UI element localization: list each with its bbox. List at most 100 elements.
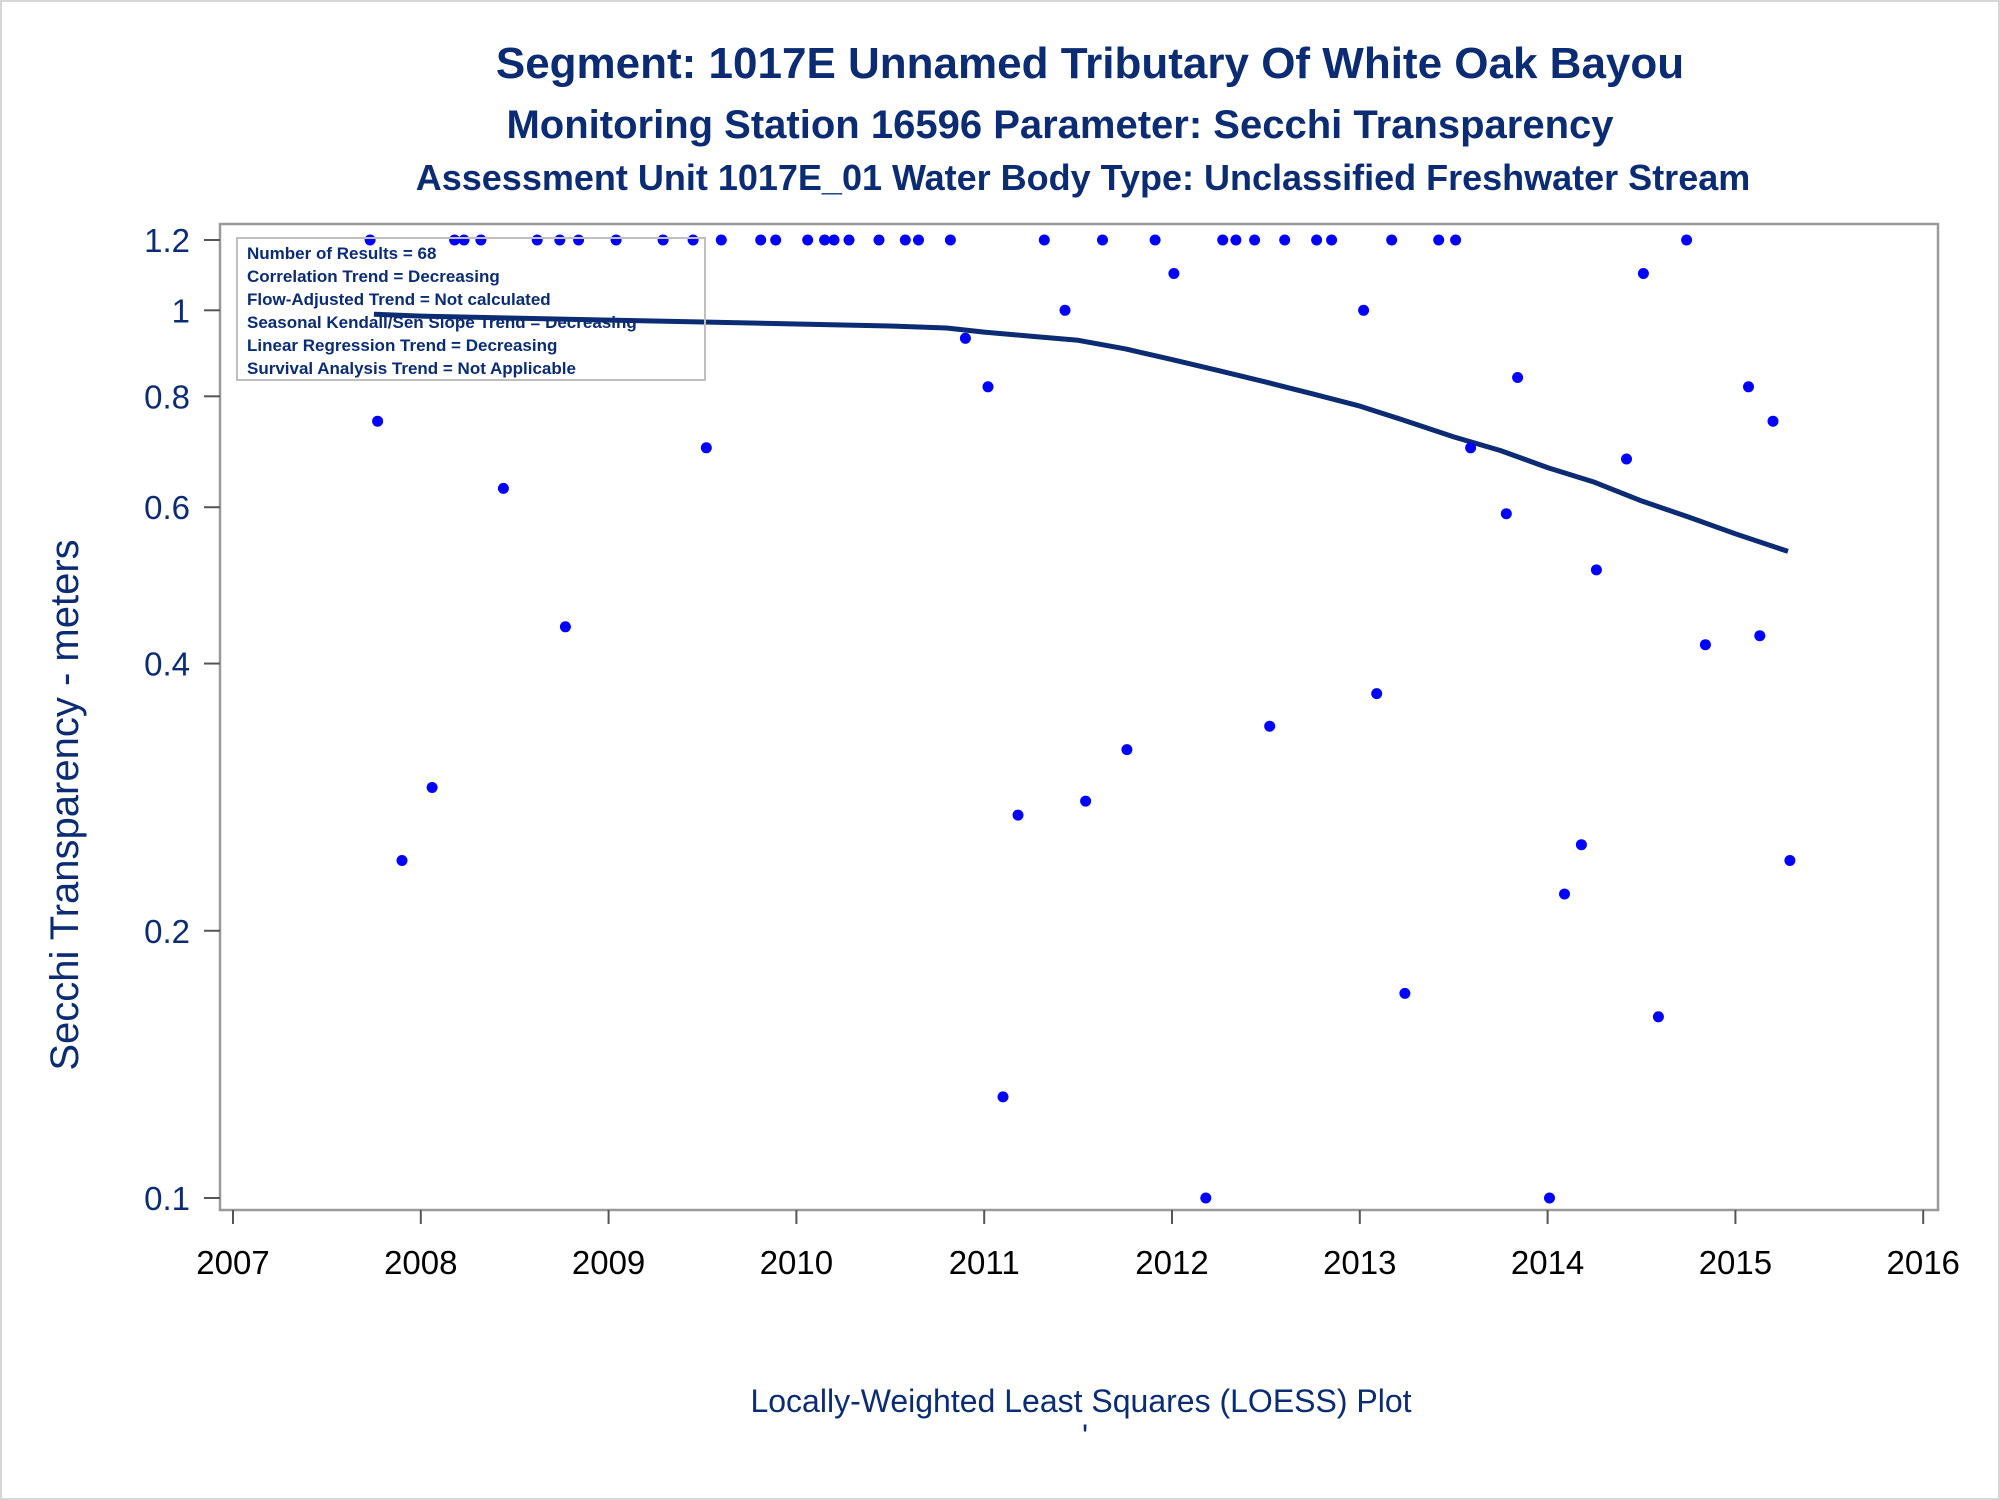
x-tick-label: 2010 xyxy=(760,1244,833,1281)
data-point xyxy=(1311,234,1323,246)
y-axis-label: Secchi Transparency - meters xyxy=(43,539,87,1070)
footnote-mark: ' xyxy=(1082,1418,1088,1454)
data-point xyxy=(959,332,971,344)
y-tick-label: 1.2 xyxy=(144,222,190,259)
data-point xyxy=(770,234,782,246)
data-point xyxy=(497,482,509,494)
data-point xyxy=(944,234,956,246)
data-point xyxy=(715,234,727,246)
data-point xyxy=(899,234,911,246)
x-tick-label: 2012 xyxy=(1135,1244,1208,1281)
data-point xyxy=(1784,855,1796,866)
chart-title: Segment: 1017E Unnamed Tributary Of Whit… xyxy=(496,39,1684,88)
data-point xyxy=(1080,795,1092,807)
chart-subtitle-2: Assessment Unit 1017E_01 Water Body Type… xyxy=(416,157,1751,198)
y-tick-label: 0.8 xyxy=(144,378,190,415)
chart-subtitle: Monitoring Station 16596 Parameter: Secc… xyxy=(506,103,1614,147)
stats-box: Number of Results = 68 Correlation Trend… xyxy=(236,237,706,381)
data-point xyxy=(1699,639,1711,651)
y-axis: 0.1 0.2 0.4 0.6 0.8 1 1.2 xyxy=(144,222,220,1217)
data-point xyxy=(426,782,438,793)
data-point xyxy=(997,1091,1009,1103)
data-point xyxy=(828,234,840,246)
data-point xyxy=(554,234,566,246)
x-tick-label: 2016 xyxy=(1886,1244,1959,1281)
data-point xyxy=(1465,442,1477,454)
data-point xyxy=(1450,234,1462,246)
x-tick-label: 2011 xyxy=(949,1244,1020,1281)
data-point xyxy=(1149,234,1161,246)
data-point xyxy=(1279,234,1291,246)
data-point xyxy=(1433,234,1445,246)
data-point xyxy=(687,234,699,246)
stats-box-border xyxy=(236,237,706,381)
x-axis: 2007 2008 2009 2010 2011 2012 2013 2014 2015 2016 xyxy=(196,1210,1960,1281)
data-point xyxy=(843,234,855,246)
data-point xyxy=(1264,720,1276,732)
data-point xyxy=(1200,1192,1212,1204)
data-point xyxy=(1399,987,1411,999)
data-point xyxy=(1767,415,1779,427)
data-point xyxy=(1168,268,1180,279)
footnote: Locally-Weighted Least Squares (LOESS) P… xyxy=(750,1383,1411,1419)
data-point xyxy=(1326,234,1338,246)
data-point xyxy=(755,234,767,246)
x-tick-label: 2008 xyxy=(384,1244,457,1281)
data-point xyxy=(1544,1192,1555,1204)
data-point xyxy=(873,234,885,246)
data-point xyxy=(982,381,994,393)
data-point xyxy=(1512,372,1524,383)
stat-survival-analysis-trend: Survival Analysis Trend = Not Applicable xyxy=(247,359,576,378)
data-point xyxy=(1743,381,1754,393)
data-point xyxy=(475,234,487,246)
data-point xyxy=(1681,234,1693,246)
x-tick-label: 2009 xyxy=(572,1244,645,1281)
data-point xyxy=(1637,268,1649,279)
data-point xyxy=(610,234,622,246)
data-point xyxy=(559,621,571,633)
data-point xyxy=(1652,1011,1664,1023)
data-point xyxy=(396,855,408,866)
data-point xyxy=(458,234,470,246)
data-point xyxy=(913,234,924,246)
data-point xyxy=(1590,564,1602,576)
stat-correlation-trend: Correlation Trend = Decreasing xyxy=(247,267,500,286)
data-point xyxy=(1575,839,1587,851)
data-point xyxy=(573,234,585,246)
plot-area xyxy=(218,222,1940,1212)
stat-flow-adjusted-trend: Flow-Adjusted Trend = Not calculated xyxy=(247,290,551,309)
data-point xyxy=(1230,234,1242,246)
stat-linear-regression-trend: Linear Regression Trend = Decreasing xyxy=(247,336,557,355)
y-tick-label: 0.6 xyxy=(144,489,190,526)
data-point xyxy=(1249,234,1261,246)
data-point xyxy=(1217,234,1229,246)
x-tick-label: 2007 xyxy=(196,1244,269,1281)
x-tick-label: 2014 xyxy=(1511,1244,1584,1281)
data-point xyxy=(802,234,814,246)
data-point xyxy=(1559,888,1570,900)
data-point xyxy=(449,234,461,246)
data-point xyxy=(700,442,712,454)
data-point xyxy=(372,415,384,427)
data-point xyxy=(1371,688,1383,700)
stat-seasonal-kendall-trend: Seasonal Kendall/Sen Slope Trend = Decre… xyxy=(247,313,637,332)
data-point xyxy=(1012,809,1024,821)
data-point xyxy=(1038,234,1050,246)
y-tick-label: 0.2 xyxy=(144,913,190,950)
x-tick-label: 2015 xyxy=(1699,1244,1772,1281)
data-point xyxy=(1500,508,1512,520)
loess-curve xyxy=(373,311,1789,554)
data-point xyxy=(1754,630,1766,642)
data-point xyxy=(1386,234,1398,246)
y-tick-label: 1 xyxy=(172,292,190,329)
y-tick-label: 0.4 xyxy=(144,646,190,683)
data-point xyxy=(1097,234,1108,246)
data-point xyxy=(531,234,543,246)
data-point xyxy=(1059,304,1071,316)
y-tick-label: 0.1 xyxy=(144,1180,190,1217)
data-point xyxy=(657,234,669,246)
data-point xyxy=(1358,304,1370,316)
x-tick-label: 2013 xyxy=(1323,1244,1396,1281)
